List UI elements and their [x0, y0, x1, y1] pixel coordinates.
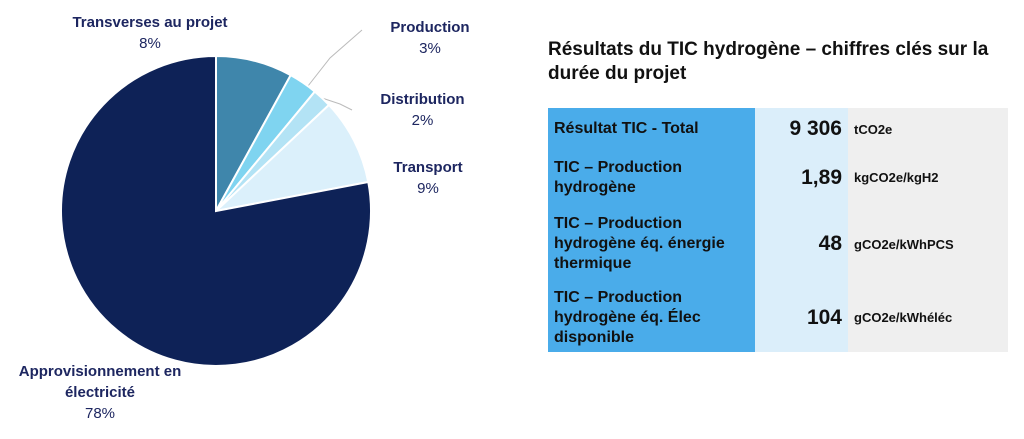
table-cell: TIC – Production hydrogène	[548, 150, 755, 205]
table-cell: Résultat TIC - Total	[548, 108, 755, 150]
category-name: Approvisionnement en électricité	[18, 363, 182, 401]
table-cell: 48	[755, 205, 848, 283]
table-cell: 9 306	[755, 108, 848, 150]
slice-label: Distribution 2%	[350, 89, 495, 131]
slice-label: Production 3%	[365, 17, 495, 59]
percent-label: 8%	[139, 35, 161, 52]
slice-label: Transverses au projet 8%	[50, 12, 250, 54]
slice-label: Approvisionnement en électricité 78%	[0, 361, 200, 424]
pie-slice	[60, 54, 372, 367]
table-row: TIC – Production hydrogène éq. Élec disp…	[548, 283, 1008, 352]
table-cell: tCO2e	[848, 108, 1008, 150]
percent-label: 78%	[84, 405, 116, 422]
category-name: Production	[390, 19, 470, 36]
pie-chart	[60, 29, 372, 367]
table-cell: 1,89	[755, 150, 848, 205]
table-cell: 104	[755, 283, 848, 352]
leader-line	[307, 29, 363, 87]
table-row: TIC – Production hydrogène éq. énergie t…	[548, 205, 1008, 283]
table-row: TIC – Production hydrogène 1,89 kgCO2e/kgH…	[548, 150, 1008, 205]
category-name: Transverses au projet	[72, 14, 228, 31]
table-row: Résultat TIC - Total 9 306 tCO2e	[548, 108, 1008, 150]
percent-label: 3%	[419, 40, 441, 57]
table-cell: gCO2e/kWhéléc	[848, 283, 1008, 352]
percent-label: 2%	[411, 112, 434, 129]
category-name: Distribution	[380, 91, 465, 108]
table-title: Résultats du TIC hydrogène – chiffres cl…	[548, 39, 989, 84]
table-cell: TIC – Production hydrogène éq. Élec disp…	[548, 283, 755, 352]
leader-line	[321, 97, 353, 111]
table-cell: gCO2e/kWhPCS	[848, 205, 1008, 283]
results-table: Résultat TIC - Total 9 306 tCO2e TIC – Prod…	[548, 108, 1008, 352]
slice-label: Transport 9%	[358, 157, 498, 199]
pie-slice	[212, 103, 370, 213]
table-cell: kgCO2e/kgH2	[848, 150, 1008, 205]
table-cell: TIC – Production hydrogène éq. énergie t…	[548, 205, 755, 283]
category-name: Transport	[393, 159, 463, 176]
percent-label: 9%	[417, 180, 439, 197]
